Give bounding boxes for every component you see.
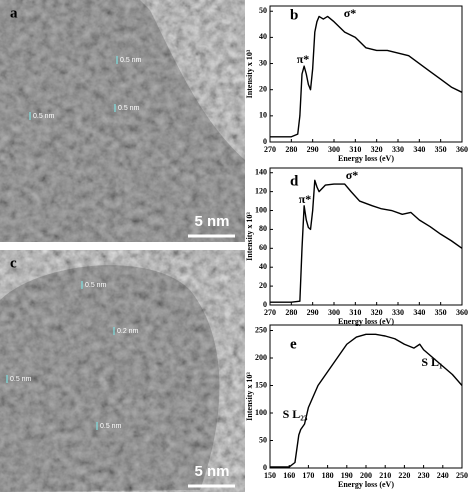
x-tick-label: 270 (264, 308, 276, 317)
x-tick-label: 320 (371, 308, 383, 317)
x-tick-label: 210 (379, 471, 391, 480)
spacing-label: 0.5 nm (33, 113, 55, 120)
plot-frame (269, 5, 463, 143)
y-tick-label: 100 (255, 408, 267, 417)
y-tick-label: 150 (255, 380, 267, 389)
tem-texture (0, 0, 245, 242)
x-tick-label: 310 (349, 308, 361, 317)
peak-annotation: π* (299, 192, 312, 206)
peak-annotation: S L₁ (421, 355, 443, 369)
peak-annotation: π* (297, 52, 310, 66)
spacing-label: 0.5 nm (85, 282, 107, 289)
peak-annotation: σ* (346, 168, 359, 182)
spectrum-line (270, 15, 463, 138)
y-tick-label: 200 (255, 353, 267, 362)
y-tick-label: 20 (259, 85, 267, 94)
x-tick-label: 310 (349, 145, 361, 154)
y-tick-label: 40 (259, 262, 267, 271)
panel-label: b (290, 7, 298, 23)
panel-label: a (10, 5, 18, 21)
spacing-label: 0.5 nm (10, 376, 32, 383)
y-tick-label: 10 (259, 111, 267, 120)
x-tick-label: 250 (456, 471, 468, 480)
x-tick-label: 190 (341, 471, 353, 480)
y-tick-label: 0 (263, 137, 267, 146)
y-tick-label: 40 (259, 32, 267, 41)
x-tick-label: 340 (413, 145, 425, 154)
panel-label: e (290, 336, 297, 352)
spectrum-line (270, 333, 463, 468)
spacing-label: 0.5 nm (120, 57, 142, 64)
x-tick-label: 320 (371, 145, 383, 154)
spacing-label: 0.5 nm (100, 423, 122, 430)
x-tick-label: 220 (398, 471, 410, 480)
x-tick-label: 180 (322, 471, 334, 480)
x-tick-label: 300 (328, 145, 340, 154)
scale-bar-label: 5 nm (194, 213, 229, 230)
y-tick-label: 250 (255, 325, 267, 334)
y-tick-label: 30 (259, 58, 267, 67)
panel-label: d (290, 173, 299, 189)
y-tick-label: 50 (259, 6, 267, 15)
y-tick-label: 50 (259, 435, 267, 444)
x-tick-label: 330 (392, 308, 404, 317)
scale-bar-label: 5 nm (194, 463, 229, 480)
x-tick-label: 170 (302, 471, 314, 480)
x-tick-label: 240 (437, 471, 449, 480)
x-tick-label: 280 (285, 308, 297, 317)
y-tick-label: 0 (263, 300, 267, 309)
x-tick-label: 290 (307, 145, 319, 154)
x-tick-label: 350 (435, 308, 447, 317)
y-tick-label: 20 (259, 281, 267, 290)
spacing-label: 0.5 nm (118, 105, 140, 112)
plot-frame (269, 167, 463, 306)
x-tick-label: 160 (283, 471, 295, 480)
y-tick-label: 0 (263, 463, 267, 472)
spectrum-panel: 270 280 290 300 310 320 330 340 350 360 0 20 40 60 80 1… (245, 167, 468, 326)
x-tick-label: 300 (328, 308, 340, 317)
y-axis-label: Intensity x 10³ (245, 49, 254, 98)
y-tick-label: 140 (255, 168, 267, 177)
x-axis-label: Energy loss (eV) (338, 317, 394, 326)
x-axis-label: Energy loss (eV) (338, 154, 394, 163)
x-tick-label: 360 (456, 308, 468, 317)
spectrum-panel: 270 280 290 300 310 320 330 340 350 360 0 10 20 30 40 5… (245, 5, 468, 163)
x-tick-label: 230 (418, 471, 430, 480)
peak-annotation: σ* (344, 6, 357, 20)
spectrum-line (270, 179, 463, 303)
x-tick-label: 360 (456, 145, 468, 154)
tem-texture (0, 250, 245, 492)
x-tick-label: 270 (264, 145, 276, 154)
peak-annotation: S L₂₃ (283, 407, 308, 421)
y-axis-label: Intensity x 10³ (245, 212, 254, 261)
x-tick-label: 150 (264, 471, 276, 480)
y-tick-label: 100 (255, 205, 267, 214)
y-axis-label: Intensity x 10³ (245, 372, 254, 421)
x-axis-label: Energy loss (eV) (338, 480, 394, 489)
spectrum-panel: 150 160 170 180 190 200 210 220 230 240 250 0 50 100 1… (245, 324, 468, 489)
x-tick-label: 290 (307, 308, 319, 317)
spacing-label: 0.2 nm (117, 328, 139, 335)
y-tick-label: 60 (259, 243, 267, 252)
plot-frame (269, 324, 463, 469)
y-tick-label: 120 (255, 186, 267, 195)
x-tick-label: 200 (360, 471, 372, 480)
x-tick-label: 340 (413, 308, 425, 317)
x-tick-label: 330 (392, 145, 404, 154)
x-tick-label: 350 (435, 145, 447, 154)
y-tick-label: 80 (259, 224, 267, 233)
x-tick-label: 280 (285, 145, 297, 154)
panel-label: c (10, 255, 17, 271)
